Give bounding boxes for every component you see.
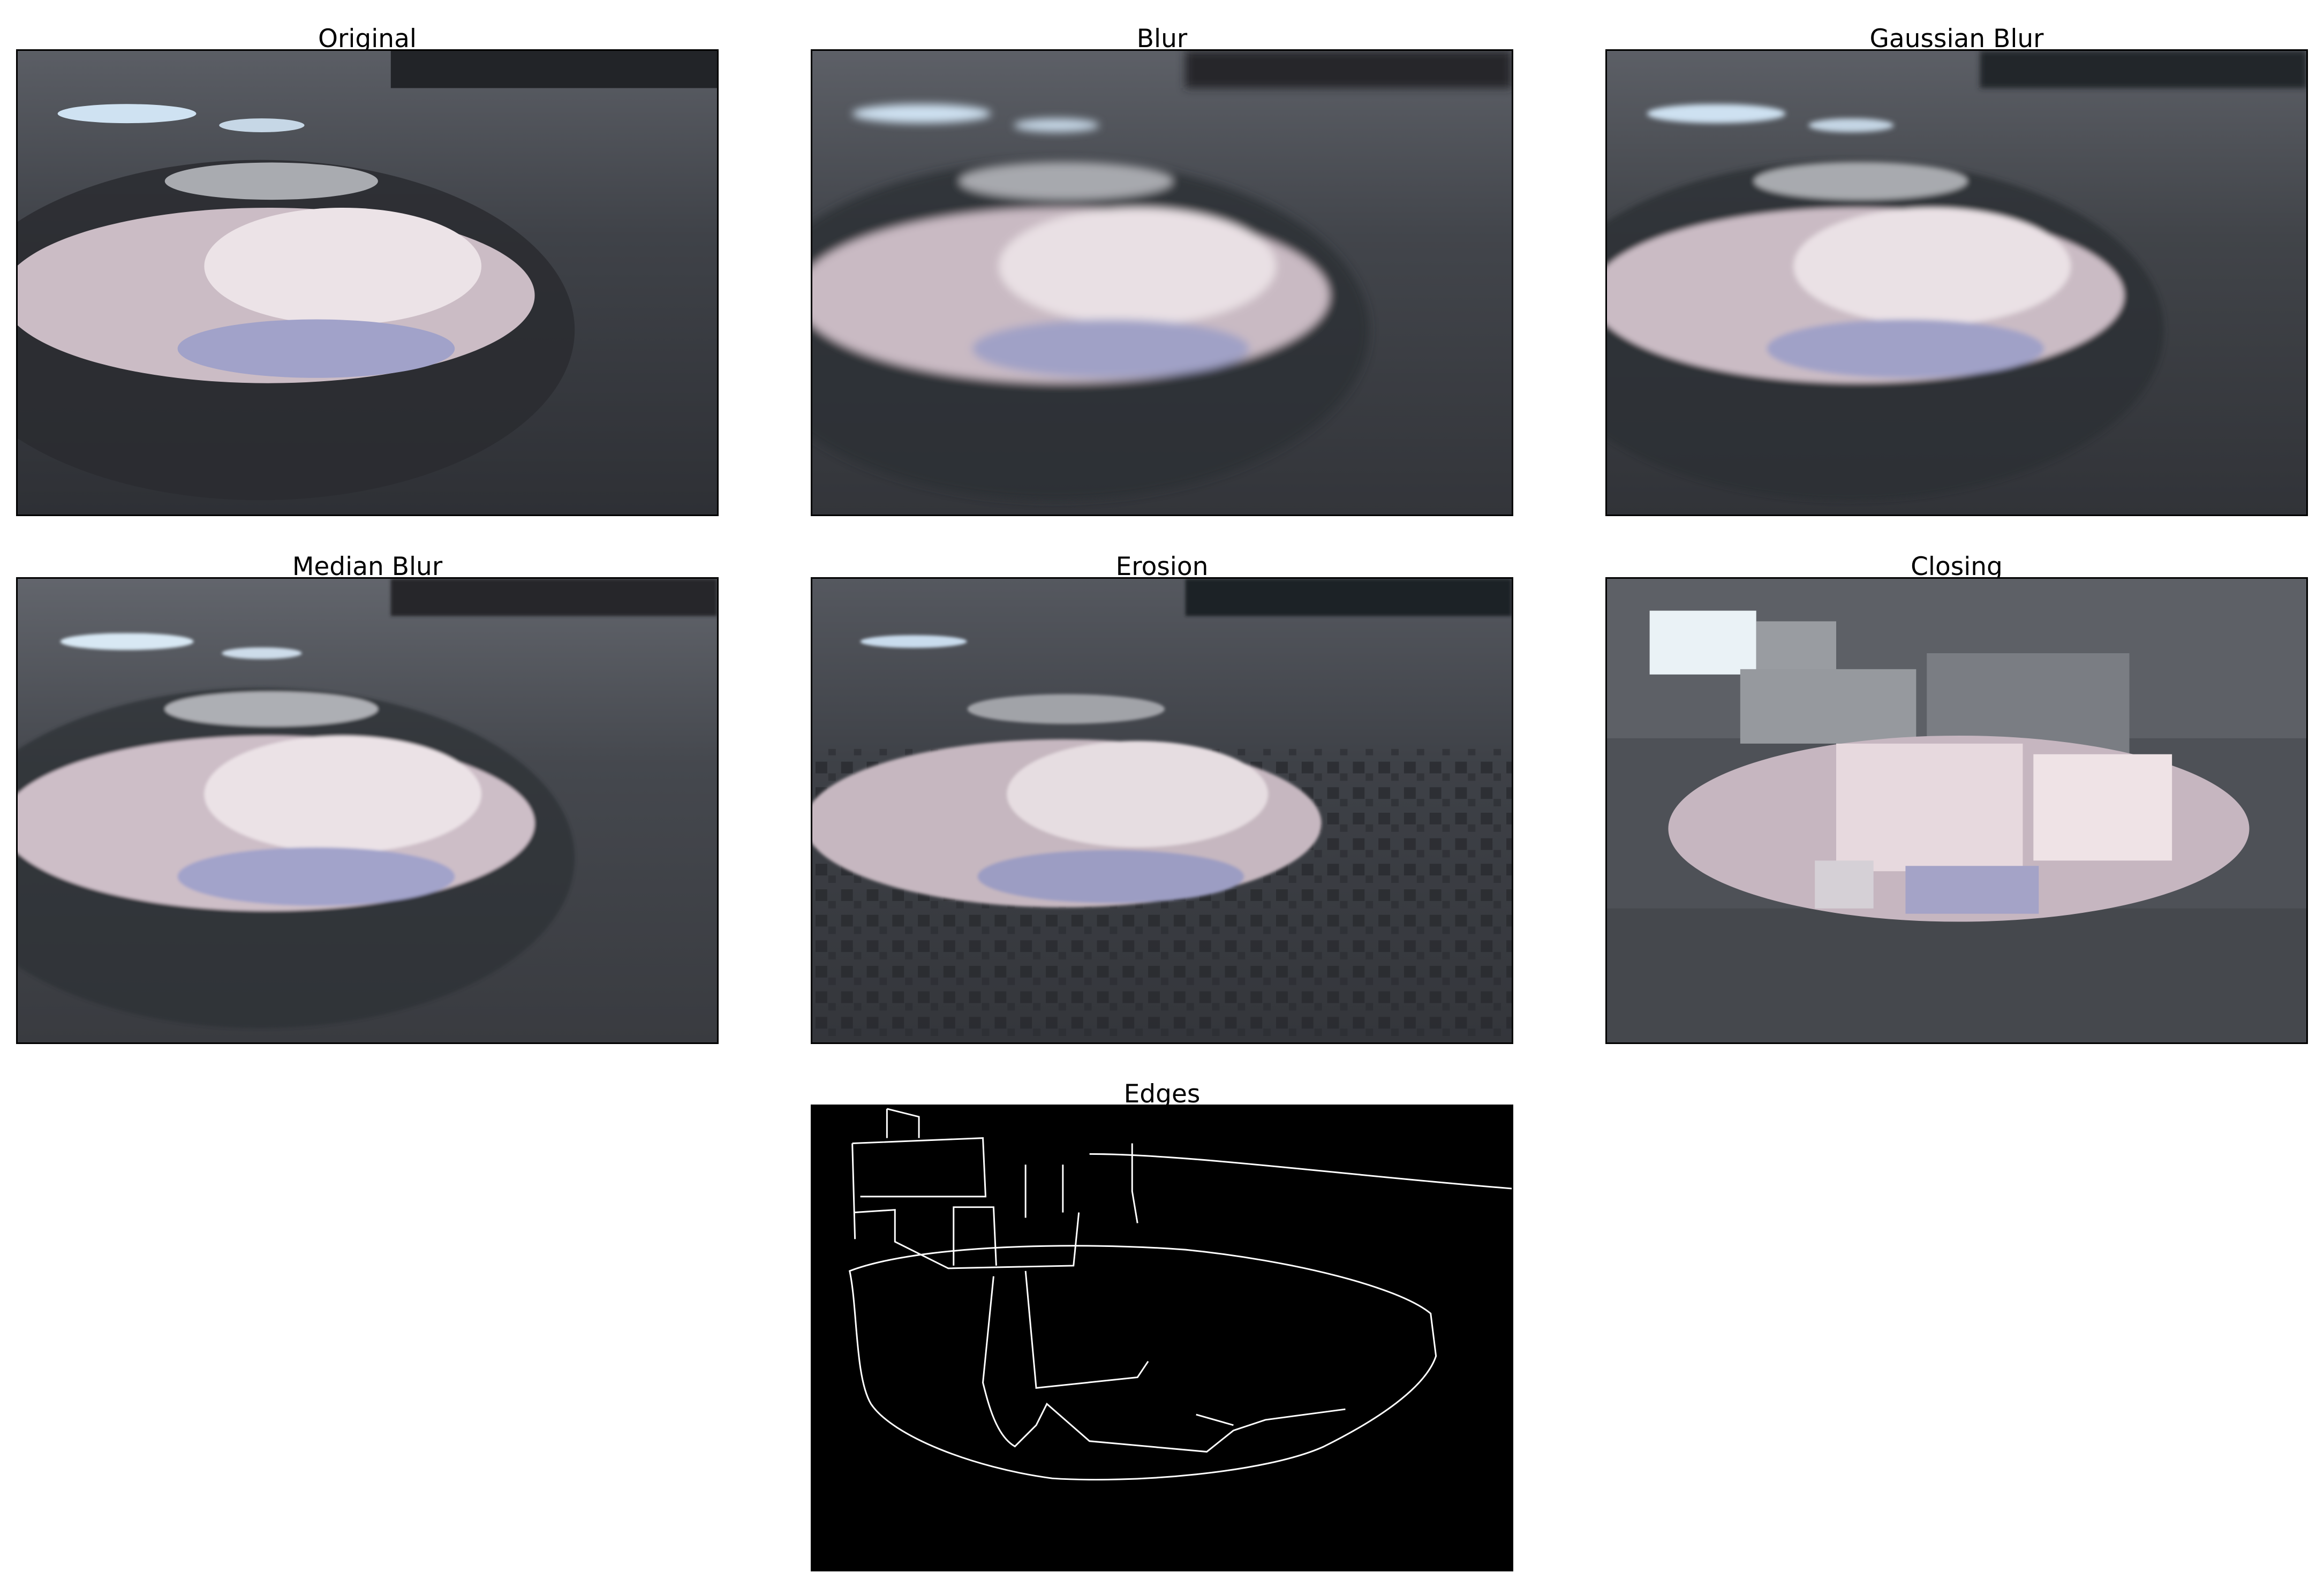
puddle-photo [18, 579, 717, 1042]
median-blur-image [16, 577, 719, 1044]
panel-title: Erosion [1115, 552, 1209, 581]
blur-image [811, 49, 1513, 516]
puddle-photo [18, 51, 717, 515]
gaussian-blur-image [1605, 49, 2308, 516]
puddle-photo [812, 51, 1512, 515]
closing-image [1605, 577, 2308, 1044]
panel-title: Gaussian Blur [1869, 24, 2044, 54]
edge-map [812, 1106, 1512, 1570]
panel-title: Blur [1136, 24, 1188, 54]
original-image [16, 49, 719, 516]
panel-title: Original [318, 24, 417, 54]
panel-title: Edges [1123, 1079, 1201, 1109]
panel-title: Median Blur [292, 552, 443, 581]
puddle-photo [1607, 579, 2306, 1042]
puddle-photo [1607, 51, 2306, 515]
erosion-image [811, 577, 1513, 1044]
edges-image [811, 1105, 1513, 1571]
panel-title: Closing [1911, 552, 2003, 581]
puddle-photo [812, 579, 1512, 1042]
